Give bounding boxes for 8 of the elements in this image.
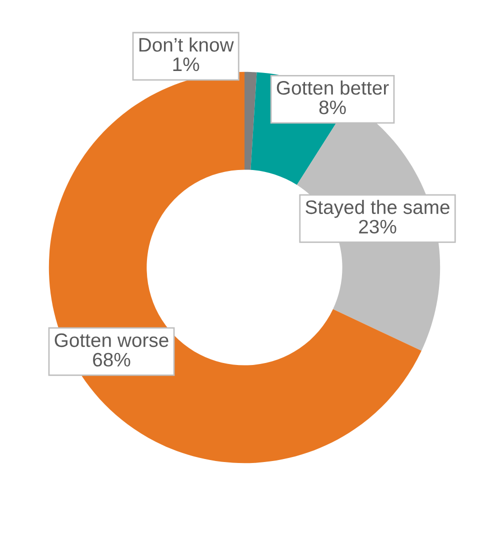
data-label: 8% xyxy=(319,100,346,114)
data-label: 1% xyxy=(173,58,200,72)
slice-label: Stayed the same xyxy=(306,200,450,218)
slice-label: Gotten worse xyxy=(54,333,168,348)
slice-label: Don’t know xyxy=(139,37,234,52)
data-label: 68% xyxy=(93,352,130,367)
slice-label: Gotten better xyxy=(276,80,389,95)
data-label: 23% xyxy=(359,220,396,234)
